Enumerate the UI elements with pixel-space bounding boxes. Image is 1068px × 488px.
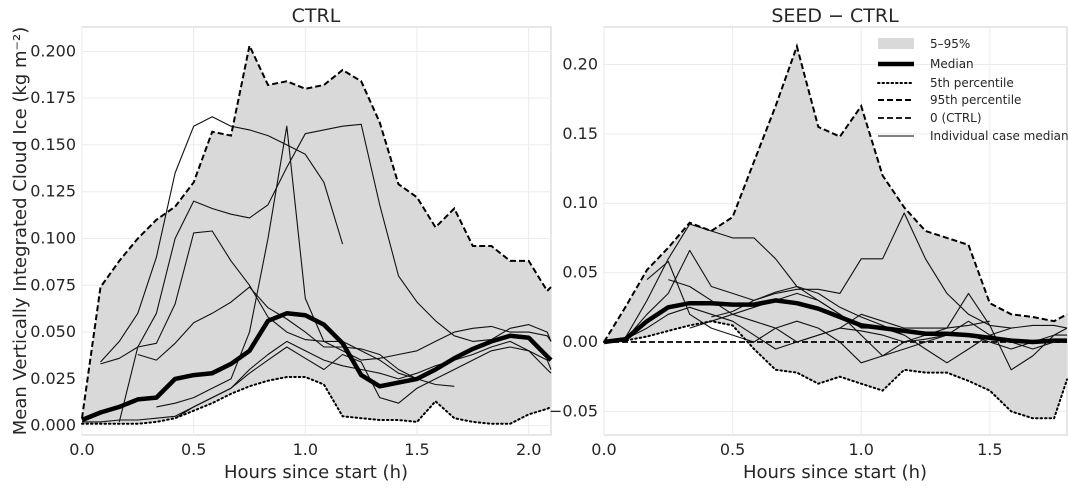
y-tick-label-0: −0.05	[549, 401, 598, 420]
seed-ctrl-median-line	[603, 298, 1067, 345]
y-tick-label-5: 0.20	[562, 54, 598, 73]
ctrl-individual-case-medians	[82, 116, 552, 423]
x-tick-label-4: 2.0	[516, 440, 541, 459]
legend-swatch-band	[878, 38, 914, 49]
legend-label-zero: 0 (CTRL)	[930, 111, 982, 125]
seed-ctrl-x-axis-label: Hours since start (h)	[743, 462, 927, 483]
seed-ctrl-y-tick-labels: −0.05 0.00 0.05 0.10 0.15 0.20	[549, 54, 598, 420]
seed-ctrl-95th-percentile-line	[603, 43, 1068, 343]
case-median-line-1	[624, 212, 1068, 340]
legend-label-cases: Individual case medians	[930, 129, 1068, 143]
ctrl-panel: 0.0 0.5 1.0 1.5 2.0 0.000 0.025 0.050 0.075 0.10…	[10, 5, 553, 483]
case-median-line-1	[100, 123, 552, 365]
legend-label-5th: 5th percentile	[930, 76, 1014, 90]
case-median-line-4	[156, 125, 552, 408]
x-tick-label-1: 0.5	[181, 440, 206, 459]
legend: 5–95% Median 5th percentile 95th percent…	[877, 37, 1068, 143]
case-median-line-6	[603, 306, 1067, 350]
y-tick-label-0: 0.000	[30, 416, 76, 435]
x-tick-label-2: 1.0	[848, 440, 873, 459]
ctrl-x-tick-labels: 0.0 0.5 1.0 1.5 2.0	[69, 440, 541, 459]
y-tick-label-1: 0.025	[30, 369, 76, 388]
case-median-line-5	[711, 285, 1012, 364]
seed-ctrl-5-95-band	[604, 46, 1067, 419]
seed-ctrl-title: SEED − CTRL	[771, 5, 899, 27]
ctrl-x-axis-label: Hours since start (h)	[224, 462, 408, 483]
seed-ctrl-panel: 0.0 0.5 1.0 1.5 −0.05 0.00 0.05 0.10 0.15 0.20 S…	[549, 5, 1068, 483]
ctrl-median-line	[81, 311, 553, 423]
x-tick-label-1: 0.5	[720, 440, 745, 459]
case-median-line-0	[100, 116, 344, 363]
ctrl-95th-percentile-line	[81, 42, 552, 419]
y-tick-label-3: 0.075	[30, 275, 76, 294]
y-tick-label-2: 0.05	[562, 263, 598, 282]
x-tick-label-2: 1.0	[293, 440, 318, 459]
ctrl-5-95-band	[82, 45, 551, 424]
ctrl-y-tick-labels: 0.000 0.025 0.050 0.075 0.100 0.125 0.150 0.175…	[30, 41, 76, 434]
case-median-line-3	[668, 279, 1068, 371]
y-tick-label-5: 0.125	[30, 182, 76, 201]
y-tick-label-1: 0.00	[562, 332, 598, 351]
case-median-line-2	[118, 230, 418, 423]
ctrl-y-axis-label: Mean Vertically Integrated Cloud Ice (kg…	[10, 27, 31, 436]
y-tick-label-2: 0.050	[30, 322, 76, 341]
y-tick-label-6: 0.150	[30, 135, 76, 154]
seed-ctrl-x-tick-labels: 0.0 0.5 1.0 1.5	[591, 440, 1002, 459]
case-median-line-5	[82, 340, 552, 423]
x-tick-label-0: 0.0	[69, 440, 94, 459]
y-tick-label-4: 0.100	[30, 228, 76, 247]
legend-label-band: 5–95%	[930, 37, 970, 51]
x-tick-label-3: 1.5	[404, 440, 429, 459]
legend-label-median: Median	[930, 57, 974, 71]
y-tick-label-7: 0.175	[30, 88, 76, 107]
y-tick-label-4: 0.15	[562, 124, 598, 143]
case-median-line-3	[137, 286, 455, 387]
x-tick-label-3: 1.5	[977, 440, 1002, 459]
x-tick-label-0: 0.0	[591, 440, 616, 459]
ctrl-5th-percentile-line	[81, 376, 552, 425]
seed-ctrl-5th-percentile-line	[603, 320, 1068, 420]
y-tick-label-8: 0.200	[30, 41, 76, 60]
ctrl-title: CTRL	[292, 5, 341, 27]
legend-label-95th: 95th percentile	[930, 93, 1021, 107]
y-tick-label-3: 0.10	[562, 193, 598, 212]
